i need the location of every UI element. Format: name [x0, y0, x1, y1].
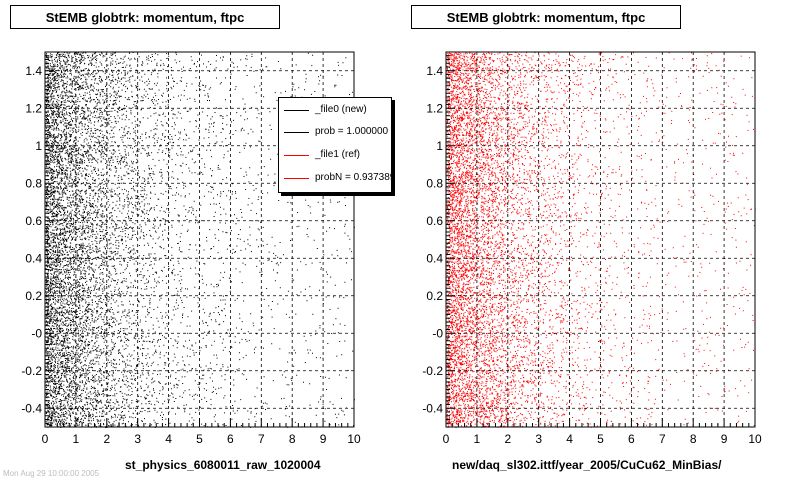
x-tick-label: 8 [690, 432, 697, 446]
x-tick-label: 4 [566, 432, 573, 446]
legend-label-file0: _file0 (new) [315, 104, 367, 115]
legend-label-file1: _file1 (ref) [315, 149, 361, 160]
x-tick-label: 5 [196, 432, 203, 446]
x-tick-label: 1 [474, 432, 481, 446]
scatter-marks [45, 52, 355, 428]
legend-line-prob [284, 132, 309, 133]
y-tick-label: 0.8 [426, 176, 443, 190]
y-tick-label: 1.2 [25, 101, 42, 115]
scatter-points [45, 52, 355, 428]
y-tick-label: -0.2 [21, 364, 42, 378]
y-tick-label: 0.4 [426, 251, 443, 265]
x-tick-label: 6 [628, 432, 635, 446]
y-tick-label: 0.2 [426, 289, 443, 303]
legend-line-file0 [284, 110, 309, 111]
y-tick-label: 1.2 [426, 101, 443, 115]
y-tick-label: -0.4 [422, 401, 443, 415]
legend-entry-probn: probN = 0.937389 [279, 167, 392, 189]
right-plot-title: StEMB globtrk: momentum, ftpc [411, 5, 681, 29]
legend-entry-file0: _file0 (new) [279, 99, 391, 121]
y-tick-label: 0.4 [25, 251, 42, 265]
legend-line-file1 [284, 155, 309, 156]
legend-label-probn: probN = 0.937389 [315, 172, 392, 183]
y-tick-label: 0.6 [25, 214, 42, 228]
x-tick-label: 7 [659, 432, 666, 446]
y-tick-label: 1 [35, 139, 42, 153]
x-tick-label: 2 [103, 432, 110, 446]
x-tick-label: 7 [258, 432, 265, 446]
x-tick-label: 8 [289, 432, 296, 446]
legend-label-prob: prob = 1.000000 [315, 126, 389, 137]
x-tick-label: 0 [443, 432, 450, 446]
y-tick-label: -0.4 [21, 401, 42, 415]
x-tick-label: 4 [165, 432, 172, 446]
y-tick-label: 0.2 [25, 289, 42, 303]
legend-entry-file1: _file1 (ref) [279, 144, 391, 166]
legend: _file0 (new) prob = 1.000000 _file1 (ref… [278, 97, 392, 193]
x-tick-label: 2 [504, 432, 511, 446]
x-tick-label: 9 [721, 432, 728, 446]
left-scatter-plot: 0 1 2 3 4 5 6 7 8 9 10 -0.4 -0.2 -0 0.2 0.4 0.6 0.8 1 1.2 1.… [21, 51, 361, 446]
x-tick-label: 10 [347, 432, 361, 446]
x-tick-label: 1 [73, 432, 80, 446]
left-plot-title: StEMB globtrk: momentum, ftpc [10, 5, 280, 29]
y-tick-label: -0 [432, 326, 443, 340]
x-tick-label: 3 [535, 432, 542, 446]
y-tick-label: 1.4 [426, 64, 443, 78]
y-tick-label: 1.4 [25, 64, 42, 78]
legend-entry-prob: prob = 1.000000 [279, 121, 391, 143]
scatter-points [446, 52, 756, 428]
y-tick-label: 0.8 [25, 176, 42, 190]
y-tick-label: -0 [31, 326, 42, 340]
x-tick-label: 10 [748, 432, 762, 446]
footer-date: Mon Aug 29 10:00:00 2005 [3, 469, 100, 478]
x-tick-label: 0 [42, 432, 49, 446]
y-tick-label: 1 [436, 139, 443, 153]
right-scatter-plot: 0 1 2 3 4 5 6 7 8 9 10 -0.4 -0.2 -0 0.2 0.4 0.6 0.8 1 1.2 1.… [422, 51, 762, 446]
scatter-marks [446, 52, 756, 428]
right-x-axis-label: new/daq_sl302.ittf/year_2005/CuCu62_MinB… [452, 458, 722, 472]
x-tick-label: 3 [134, 432, 141, 446]
left-x-axis-label: st_physics_6080011_raw_1020004 [125, 458, 321, 472]
y-tick-label: -0.2 [422, 364, 443, 378]
x-tick-label: 5 [597, 432, 604, 446]
x-tick-label: 9 [320, 432, 327, 446]
x-tick-label: 6 [227, 432, 234, 446]
legend-line-probn [284, 178, 309, 179]
y-tick-label: 0.6 [426, 214, 443, 228]
